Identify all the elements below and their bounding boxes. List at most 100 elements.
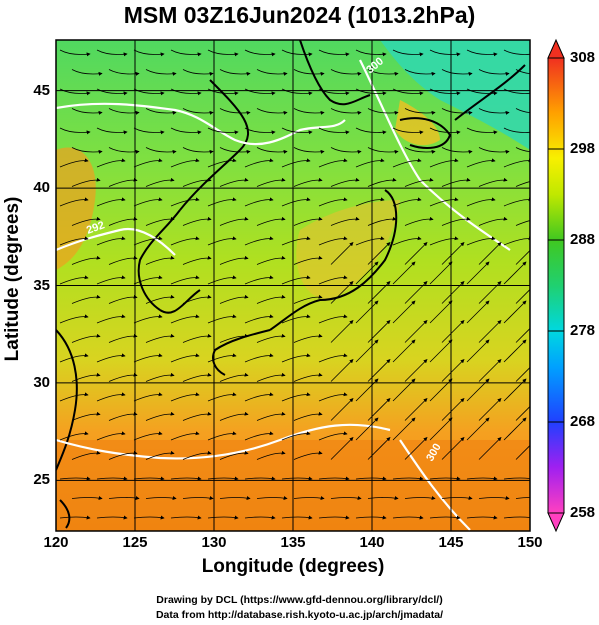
streamline [219, 372, 249, 382]
streamline [503, 197, 530, 207]
streamline [441, 437, 465, 460]
streamline [182, 216, 212, 226]
streamline [515, 147, 530, 152]
streamline [355, 300, 379, 324]
streamline [133, 431, 163, 441]
plot-frame [55, 39, 531, 532]
streamline [182, 294, 212, 304]
streamline [96, 431, 126, 441]
streamline [145, 255, 175, 265]
streamline [318, 314, 348, 324]
streamline [182, 496, 214, 500]
streamline [441, 320, 465, 343]
streamline [145, 372, 175, 382]
streamline [515, 444, 530, 460]
streamline [466, 261, 490, 285]
streamline [59, 88, 91, 96]
streamline [293, 372, 323, 382]
streamline [71, 216, 101, 226]
x-tick-label: 130 [201, 534, 227, 551]
streamline [318, 197, 348, 207]
streamline [59, 431, 89, 441]
streamline [219, 147, 251, 154]
streamline [367, 242, 391, 265]
chart-title: MSM 03Z16Jun2024 (1013.2hPa) [123, 2, 476, 28]
streamline [367, 359, 391, 382]
colorbar-top-arrow [547, 38, 565, 59]
streamline [404, 177, 434, 187]
streamline [244, 88, 276, 96]
streamline [207, 88, 239, 96]
streamline [392, 300, 416, 324]
streamline [256, 108, 288, 115]
warm-region-japan [296, 200, 400, 300]
streamline [170, 515, 202, 520]
streamline [367, 108, 399, 115]
streamline [330, 398, 354, 421]
streamline [71, 108, 103, 115]
streamline [207, 476, 239, 481]
streamline [133, 197, 163, 207]
streamline [170, 392, 200, 402]
streamline [404, 108, 436, 115]
streamline [59, 515, 91, 520]
streamline [182, 69, 214, 76]
streamline [318, 392, 348, 402]
streamline [133, 275, 163, 285]
streamline [59, 197, 89, 207]
streamline [503, 88, 530, 94]
streamline [293, 216, 323, 226]
streamline [441, 69, 473, 76]
streamline [478, 437, 502, 460]
streamline [133, 236, 163, 246]
streamline [515, 220, 530, 226]
streamline [207, 197, 237, 207]
streamline [170, 49, 202, 57]
streamline [59, 236, 89, 246]
streamline [503, 158, 530, 168]
streamline [219, 450, 249, 460]
streamline [318, 158, 348, 168]
streamline [108, 496, 140, 500]
streamline [466, 88, 498, 96]
colorbar-tick-label: 308 [570, 49, 596, 66]
streamline [170, 314, 200, 324]
streamline [355, 417, 379, 441]
streamline [478, 216, 508, 226]
isotherm-contours [56, 59, 511, 531]
streamline [59, 127, 91, 135]
streamline [355, 88, 387, 96]
streamline [404, 398, 428, 421]
streamline [503, 477, 530, 480]
streamline [71, 496, 103, 500]
streamline [441, 281, 465, 304]
streamline [219, 69, 251, 76]
streamline [71, 177, 101, 187]
streamline [404, 359, 428, 382]
streamline [281, 515, 313, 520]
streamline [478, 108, 510, 115]
colorbar-tick-label: 258 [570, 504, 596, 521]
streamline [478, 242, 502, 265]
streamline [244, 275, 274, 285]
streamline [96, 353, 126, 363]
streamline [256, 69, 288, 76]
streamline [59, 392, 89, 402]
streamline [392, 339, 416, 363]
streamline [392, 476, 424, 481]
streamline [281, 353, 311, 363]
y-tick-label: 25 [33, 471, 50, 489]
streamline [145, 411, 175, 421]
streamline [478, 398, 502, 421]
credit-drawing: Drawing by DCL (https://www.gfd-dennou.o… [156, 594, 443, 606]
streamline [219, 177, 249, 187]
streamline [441, 216, 471, 226]
streamline [182, 372, 212, 382]
streamline [503, 236, 530, 246]
streamline [293, 177, 323, 187]
streamline [96, 127, 128, 135]
streamline [355, 339, 379, 363]
streamline [96, 236, 126, 246]
streamline [71, 411, 101, 421]
streamline [429, 49, 461, 57]
